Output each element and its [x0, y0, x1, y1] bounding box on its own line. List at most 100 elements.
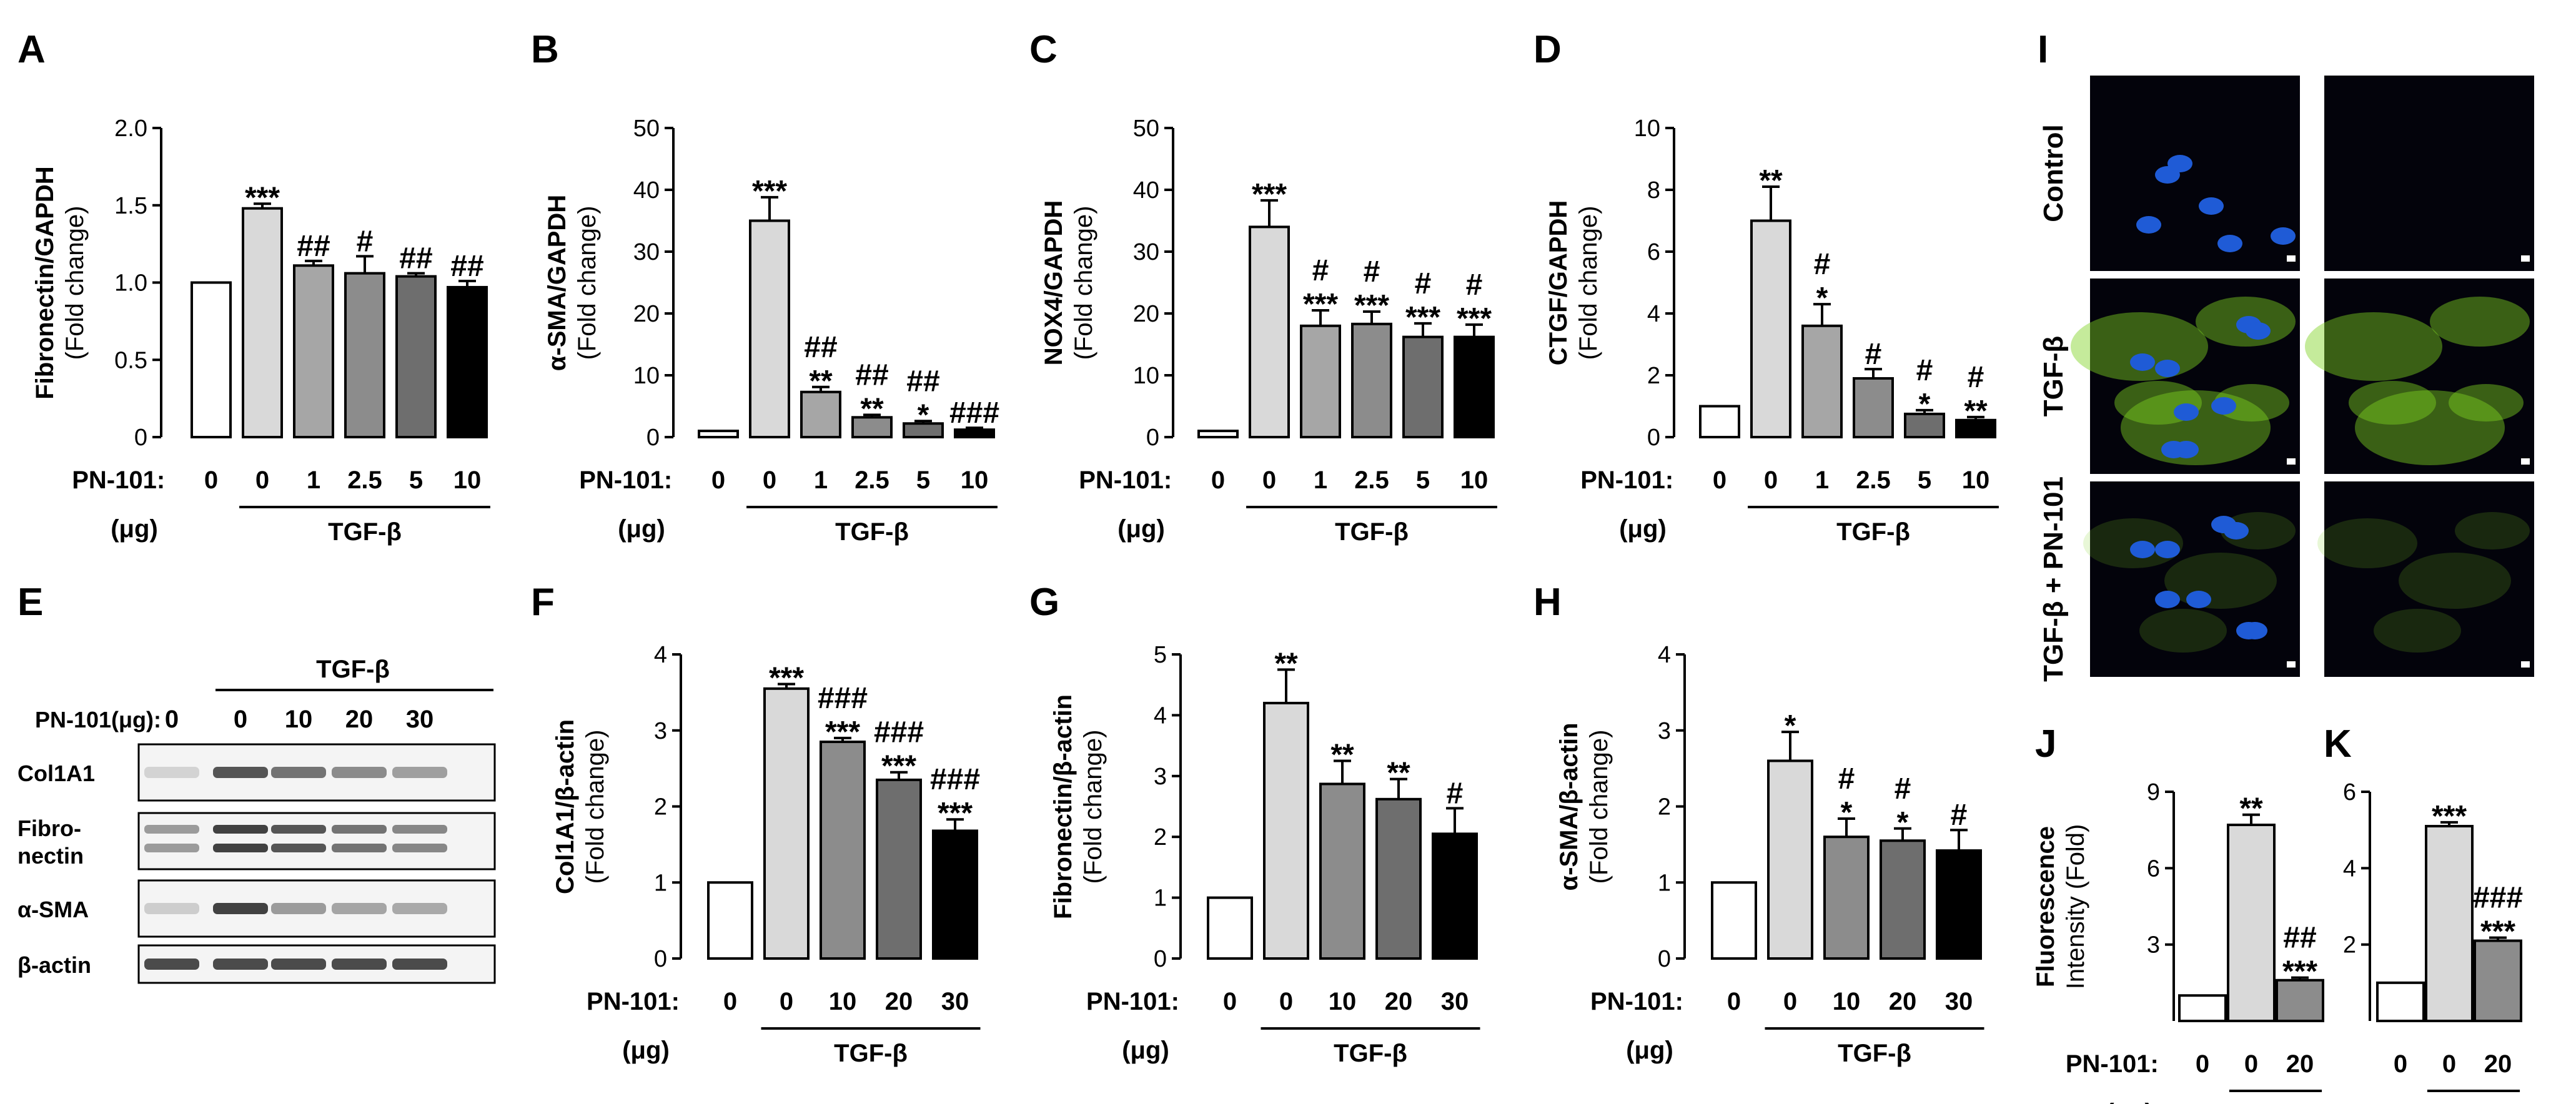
- significance-mark: ***: [2480, 915, 2515, 949]
- y-tick-label: 10: [1133, 363, 1159, 389]
- x-tick-label: 10: [1460, 466, 1489, 494]
- bar: [763, 687, 810, 960]
- chart-g: G Fibronectin/β-actin (Fold change) 0 1 2 3 4 5 0…: [1029, 581, 1480, 1067]
- y-tick-label: 2: [2343, 932, 2356, 959]
- blot-band: [332, 767, 387, 778]
- nucleus: [2136, 216, 2161, 234]
- y-tick-label: 4: [2343, 855, 2356, 882]
- y-tick-label: 6: [2147, 855, 2160, 882]
- significance-mark: ***: [1354, 289, 1389, 322]
- x-tick-label: 30: [941, 988, 969, 1015]
- significance-mark: ###: [949, 397, 999, 430]
- y-tick-label: 2: [1154, 824, 1167, 850]
- bar: [749, 219, 790, 438]
- y-axis-label: Fibronectin/GAPDH: [31, 166, 59, 399]
- panel-letter: B: [531, 28, 559, 71]
- x-tick-label: 2.5: [347, 466, 382, 494]
- green-stain: [2349, 381, 2436, 425]
- green-stain: [2430, 297, 2530, 347]
- x-tick-label: 20: [2484, 1050, 2512, 1078]
- y-axis-label: α-SMA/β-actin: [1555, 722, 1583, 890]
- green-stain: [2449, 384, 2524, 421]
- significance-mark: #: [1951, 799, 1968, 832]
- blot-band: [271, 959, 326, 970]
- y-tick-label: 1: [654, 870, 667, 896]
- micro-image: [2089, 74, 2301, 272]
- blot-lane: 10: [285, 706, 313, 733]
- micro-frame: [2323, 480, 2535, 678]
- significance-mark: ###: [930, 763, 980, 796]
- x-tick-label: 0: [711, 466, 725, 494]
- y-tick-label: 0: [1647, 425, 1660, 451]
- significance-mark: #: [1916, 354, 1933, 387]
- significance-mark: #: [1364, 255, 1380, 288]
- nucleus: [2242, 622, 2267, 639]
- significance-mark: #: [1895, 772, 1911, 806]
- group-label: TGF-β: [834, 1040, 908, 1067]
- y-axis-label: CTGF/GAPDH: [1545, 200, 1572, 365]
- bar: [1699, 405, 1740, 438]
- significance-mark: ##: [906, 365, 939, 398]
- blot-band: [392, 903, 447, 914]
- micro-row-label: TGF-β + PN-101: [2038, 476, 2069, 682]
- x-tick-label: 0: [1262, 466, 1276, 494]
- bar: [344, 272, 385, 438]
- bar: [800, 390, 841, 438]
- y-axis-label: Fluorescence: [2032, 826, 2059, 987]
- significance-mark: ***: [825, 716, 860, 749]
- y-tick-label: 8: [1647, 177, 1660, 204]
- significance-mark: #: [1312, 254, 1329, 287]
- x-tick-label: 10: [1833, 988, 1861, 1015]
- micro-frame: [2089, 480, 2301, 678]
- significance-mark: *: [1785, 709, 1796, 742]
- blot-band: [144, 903, 199, 914]
- nucleus: [2186, 591, 2211, 608]
- treatment-label: PN-101:: [1590, 988, 1683, 1015]
- significance-mark: *: [1816, 282, 1828, 315]
- scale-bar: [2521, 255, 2530, 262]
- y-tick-label: 4: [1154, 702, 1167, 729]
- micro-frame: [2323, 74, 2535, 272]
- scale-bar: [2521, 458, 2530, 465]
- bar: [1454, 335, 1495, 438]
- group-label: TGF-β: [1836, 518, 1910, 546]
- y-tick-label: 1: [1658, 870, 1671, 896]
- group-label: TGF-β: [328, 518, 402, 546]
- blot-band: [213, 767, 268, 778]
- bar: [1207, 896, 1253, 960]
- micro-row-label: Control: [2038, 124, 2069, 222]
- green-stain: [2399, 553, 2511, 609]
- bar: [1263, 701, 1309, 960]
- blot-strip: [137, 812, 496, 870]
- nucleus: [2211, 397, 2236, 415]
- bar: [876, 778, 922, 960]
- y-tick-label: 10: [633, 363, 660, 389]
- x-tick-label: 5: [409, 466, 423, 494]
- nucleus: [2246, 322, 2271, 340]
- blot-band: [213, 844, 268, 852]
- bar: [1319, 782, 1365, 960]
- significance-mark: ##: [2283, 922, 2316, 955]
- group-label: TGF-β: [2437, 1102, 2510, 1104]
- significance-mark: ###: [874, 716, 924, 749]
- blot-lane: 20: [345, 706, 374, 733]
- y-tick-label: 0: [134, 425, 147, 451]
- blot-band: [332, 844, 387, 852]
- blot-band: [213, 825, 268, 834]
- x-tick-label: 0: [723, 988, 737, 1015]
- nucleus: [2199, 197, 2224, 215]
- blot-band: [213, 903, 268, 914]
- y-tick-label: 40: [1133, 177, 1159, 204]
- nucleus: [2174, 441, 2199, 458]
- micro-frame: [2089, 74, 2301, 272]
- x-tick-label: 0: [255, 466, 269, 494]
- panel-letter: J: [2035, 722, 2056, 766]
- significance-mark: **: [1274, 647, 1298, 680]
- treatment-label: PN-101:: [587, 988, 680, 1015]
- x-tick-label: 0: [2244, 1050, 2258, 1078]
- significance-mark: **: [1964, 395, 1988, 428]
- x-tick-label: 0: [2442, 1050, 2456, 1078]
- y-tick-label: 50: [1133, 116, 1159, 142]
- nucleus: [2130, 541, 2155, 558]
